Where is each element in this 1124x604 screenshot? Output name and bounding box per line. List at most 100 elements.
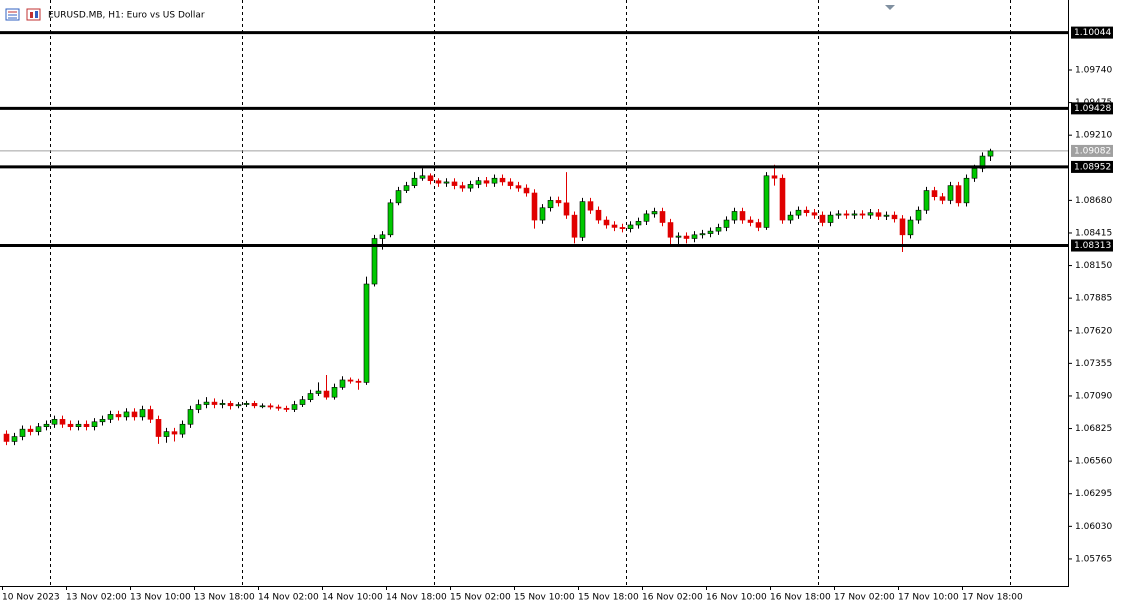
candle-body xyxy=(91,421,98,428)
candle-body xyxy=(323,390,330,398)
candle-body xyxy=(963,177,970,204)
shift-marker xyxy=(885,5,895,10)
candle-body xyxy=(347,379,354,382)
candle-body xyxy=(291,404,298,410)
x-tick-label: 15 Nov 02:00 xyxy=(450,593,511,603)
candle-body xyxy=(235,404,242,407)
level-label: 1.10044 xyxy=(1074,28,1111,38)
candle-body xyxy=(651,211,658,215)
candle-body xyxy=(715,227,722,232)
level-label-bg xyxy=(1071,26,1113,39)
candle-body xyxy=(851,213,858,216)
y-tick-label: 1.08415 xyxy=(1075,228,1112,238)
candle-body xyxy=(659,211,666,223)
icon-chart[interactable] xyxy=(26,8,41,21)
y-tick-label: 1.08680 xyxy=(1075,196,1112,206)
y-tick-label: 1.07620 xyxy=(1075,326,1112,336)
level-label: 1.08952 xyxy=(1074,162,1111,172)
candle-body xyxy=(803,209,810,213)
candle-body xyxy=(3,433,10,442)
candle-body xyxy=(315,390,322,394)
candle-body xyxy=(619,227,626,229)
candle-body xyxy=(187,409,194,425)
x-tick-label: 15 Nov 10:00 xyxy=(514,593,575,603)
candle-body xyxy=(971,168,978,179)
candle-body xyxy=(611,224,618,228)
candle-body xyxy=(59,419,66,425)
candle-body xyxy=(451,181,458,186)
candle-body xyxy=(195,404,202,410)
candle-body xyxy=(931,190,938,197)
candle-body xyxy=(771,175,778,179)
candle-body xyxy=(707,230,714,234)
candle-body xyxy=(483,180,490,184)
x-tick-label: 17 Nov 02:00 xyxy=(834,593,895,603)
candle-body xyxy=(115,414,122,418)
candle-body xyxy=(67,423,74,428)
candle-body xyxy=(539,207,546,221)
candle-body xyxy=(499,177,506,183)
candle-body xyxy=(547,200,554,209)
candle-body xyxy=(683,235,690,239)
x-tick-label: 16 Nov 10:00 xyxy=(706,593,767,603)
candle-body xyxy=(363,283,370,383)
toolbar-icons[interactable] xyxy=(5,8,41,21)
candle-body xyxy=(859,213,866,216)
current-price-label: 1.09082 xyxy=(1074,146,1111,156)
candle-body xyxy=(531,192,538,221)
candle-body xyxy=(883,214,890,217)
y-tick-label: 1.06560 xyxy=(1075,457,1112,467)
level-label: 1.08313 xyxy=(1074,241,1111,251)
candle-body xyxy=(515,185,522,189)
candle-body xyxy=(51,419,58,425)
candle-body xyxy=(179,423,186,435)
icon-bar xyxy=(30,12,33,18)
candle-body xyxy=(27,428,34,432)
y-tick-label: 1.07885 xyxy=(1075,294,1112,304)
candle-body xyxy=(587,201,594,211)
candle-body xyxy=(379,234,386,239)
candle-body xyxy=(763,175,770,228)
y-tick-label: 1.07090 xyxy=(1075,391,1112,401)
candle-body xyxy=(43,423,50,428)
candle-body xyxy=(435,180,442,184)
candle-body xyxy=(899,218,906,236)
x-tick-label: 13 Nov 18:00 xyxy=(194,593,255,603)
candle-body xyxy=(923,190,930,211)
candle-body xyxy=(627,224,634,229)
candle-body xyxy=(875,212,882,217)
x-tick-label: 10 Nov 2023 xyxy=(2,593,60,603)
x-tick-label: 16 Nov 02:00 xyxy=(642,593,703,603)
candle-body xyxy=(507,181,514,186)
candle-body xyxy=(299,399,306,405)
candle-body xyxy=(475,180,482,185)
candle-body xyxy=(395,190,402,204)
candle-body xyxy=(11,436,18,442)
icon-bar xyxy=(35,11,38,18)
y-tick-label: 1.08150 xyxy=(1075,261,1112,271)
candle-body xyxy=(595,209,602,221)
candle-body xyxy=(563,202,570,216)
candle-body xyxy=(603,219,610,226)
level-label: 1.09428 xyxy=(1074,104,1111,114)
candle-body xyxy=(371,238,378,285)
candle-body xyxy=(267,405,274,408)
candle-body xyxy=(987,150,994,157)
candle-body xyxy=(203,401,210,405)
x-tick-label: 14 Nov 10:00 xyxy=(322,593,383,603)
candle-body xyxy=(867,212,874,216)
candle-body xyxy=(251,403,258,407)
x-tick-label: 14 Nov 18:00 xyxy=(386,593,447,603)
x-tick-label: 13 Nov 02:00 xyxy=(66,593,127,603)
level-label-bg xyxy=(1071,102,1113,115)
candle-body xyxy=(795,209,802,216)
candle-body xyxy=(283,407,290,410)
candle-body xyxy=(155,419,162,437)
candle-body xyxy=(443,181,450,184)
candle-body xyxy=(667,222,674,238)
y-tick-label: 1.05765 xyxy=(1075,554,1112,564)
candle-body xyxy=(675,235,682,238)
candle-body xyxy=(779,177,786,221)
current-price-label-bg xyxy=(1071,144,1113,157)
